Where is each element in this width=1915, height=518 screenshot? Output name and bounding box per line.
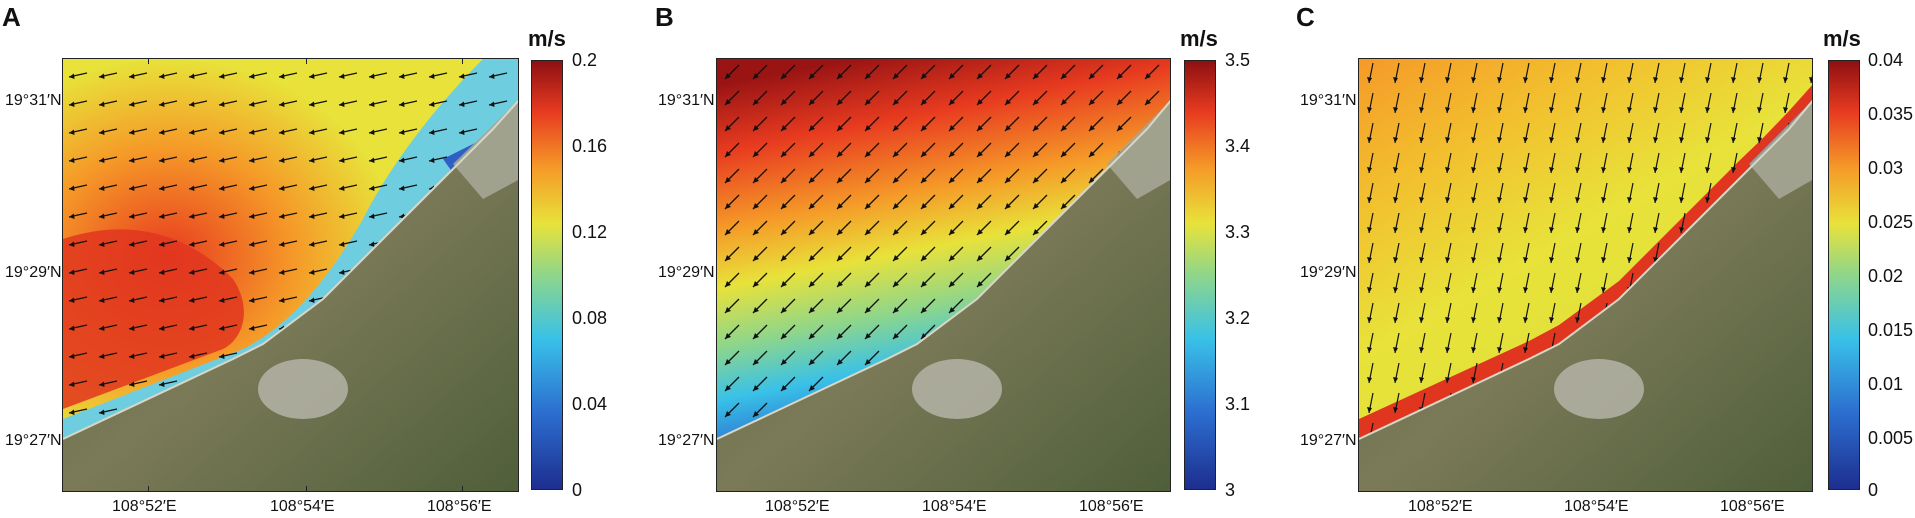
airport-area [258,359,348,419]
coastline [1359,99,1812,440]
panel-a-colorbar-gradient [532,61,562,489]
land-area [63,101,518,491]
panel-c-map-svg [1359,59,1812,491]
panel-b-colorbar-gradient [1185,61,1215,489]
panel-a-letter: A [2,2,21,32]
panel-c-unit: m/s [1823,26,1861,51]
panel-b-cb-tick: 3.1 [1225,394,1251,414]
coastline [63,99,518,440]
panel-c-cb-tick: 0.03 [1868,158,1904,178]
panel-a-cb-tick: 0.16 [572,136,608,156]
panel-c-lon-1: 108°52′E [1408,498,1473,515]
panel-b-letter: B [655,2,674,32]
panel-b-cb-tick: 3.4 [1225,136,1251,156]
panel-c-cb-tick: 0.015 [1868,320,1914,340]
panel-a-lat-1: 19°31′N [5,92,62,109]
panel-c-cb-tick: 0.02 [1868,266,1904,286]
panel-c-cb-tick: 0.025 [1868,212,1914,232]
panel-a-map-svg [63,59,518,491]
town-area [453,100,518,199]
panel-c-lat-1: 19°31′N [1300,92,1357,109]
panel-c-colorbar-gradient [1829,61,1859,489]
panel-c-cb-tick: 0.04 [1868,50,1904,70]
panel-c-cb-tick: 0.035 [1868,104,1914,124]
panel-b-map-svg [717,59,1170,491]
panel-a-colorbar [531,60,563,490]
panel-c-lat-2: 19°29′N [1300,264,1357,281]
panel-a-cb-tick: 0.04 [572,394,608,414]
panel-c-cb-tick: 0.01 [1868,374,1904,394]
panel-a-cb-tick: 0.2 [572,50,598,70]
panel-c-lon-3: 108°56′E [1720,498,1785,515]
panel-c-cb-tick: 0 [1868,480,1879,500]
panel-b-cb-tick: 3.3 [1225,222,1251,242]
panel-b-lat-1: 19°31′N [658,92,715,109]
panel-a-map [62,58,519,492]
panel-a-cb-tick: 0.12 [572,222,608,242]
panel-b-unit: m/s [1180,26,1218,51]
panel-a-cb-tick: 0 [572,480,583,500]
panel-a-cb-tick: 0.08 [572,308,608,328]
panel-c-colorbar [1828,60,1860,490]
panel-c-letter: C [1296,2,1315,32]
panel-b-cb-tick: 3 [1225,480,1236,500]
panel-a-lon-3: 108°56′E [427,498,492,515]
panel-b-lon-3: 108°56′E [1079,498,1144,515]
panel-b-map [716,58,1171,492]
panel-b-colorbar [1184,60,1216,490]
panel-c-lon-2: 108°54′E [1564,498,1629,515]
land-area [717,101,1170,491]
panel-c-lat-3: 19°27′N [1300,432,1357,449]
panel-c-map [1358,58,1813,492]
land-area [1359,101,1812,491]
airport-area [1554,359,1644,419]
panel-b-cb-tick: 3.2 [1225,308,1251,328]
panel-a-unit: m/s [528,26,566,51]
panel-a-lat-2: 19°29′N [5,264,62,281]
panel-a-lat-3: 19°27′N [5,432,62,449]
panel-b-lon-2: 108°54′E [922,498,987,515]
panel-b-cb-tick: 3.5 [1225,50,1251,70]
coastline [717,99,1170,440]
panel-b-lat-2: 19°29′N [658,264,715,281]
panel-c-cb-tick: 0.005 [1868,428,1914,448]
airport-area [912,359,1002,419]
panel-a-lon-1: 108°52′E [112,498,177,515]
town-area [1749,101,1812,199]
town-area [1107,101,1170,199]
panel-a-lon-2: 108°54′E [270,498,335,515]
panel-b-lon-1: 108°52′E [765,498,830,515]
panel-b-lat-3: 19°27′N [658,432,715,449]
